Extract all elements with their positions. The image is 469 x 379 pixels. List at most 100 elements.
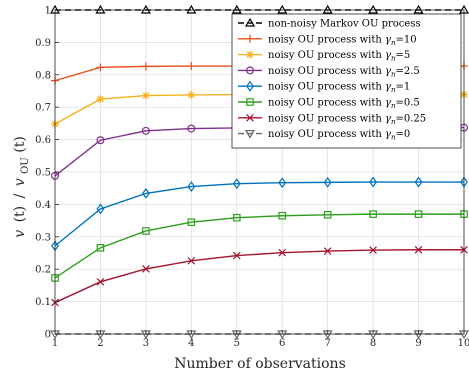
- data-point: [96, 136, 105, 145]
- y-tick-label: 1: [45, 6, 51, 17]
- legend-box: [231, 13, 462, 149]
- legend-label: noisy OU process with γn=1: [268, 82, 410, 95]
- legend-entry: noisy OU process with γn=0: [238, 129, 410, 142]
- y-tick-label: 0.7: [35, 103, 51, 114]
- data-point: [323, 176, 332, 188]
- y-tick-label: 0: [45, 330, 51, 341]
- legend-label: noisy OU process with γn=2.5: [268, 66, 420, 79]
- data-point: [96, 95, 105, 104]
- data-point: [413, 4, 424, 14]
- data-point: [232, 251, 241, 260]
- data-point: [142, 227, 150, 235]
- series-7: [49, 330, 469, 340]
- data-point: [96, 244, 105, 252]
- legend-marker: [246, 80, 254, 92]
- legend-entry: noisy OU process with γn=10: [238, 34, 417, 47]
- series-line: [54, 249, 464, 304]
- data-point: [232, 178, 241, 190]
- x-tick-label: 9: [415, 338, 421, 349]
- legend-label: non-noisy Markov OU process: [268, 19, 421, 30]
- x-axis-label: Number of observations: [174, 356, 346, 372]
- legend-entries: non-noisy Markov OU process noisy OU proc…: [238, 17, 426, 142]
- data-point: [369, 210, 377, 218]
- x-tick-label: 10: [458, 338, 469, 349]
- y-tick-label: 0.6: [35, 135, 51, 146]
- y-tick-label: 0.5: [35, 168, 51, 179]
- data-point: [95, 4, 106, 14]
- data-point: [96, 203, 105, 215]
- x-tick-label: 1: [52, 338, 58, 349]
- tick-labels: 1 2 3 4 5 6 7 8 9 10 0 0.1 0.2 0.3 0.4 0.5 0.6 0.7 0.8 0.9 1: [35, 6, 469, 350]
- data-point: [323, 247, 332, 255]
- y-label-sep: /: [12, 193, 28, 198]
- x-tick-label: 4: [188, 338, 194, 349]
- legend-label: noisy OU process with γn=0.5: [268, 98, 420, 111]
- data-point: [141, 187, 150, 199]
- data-point: [140, 4, 151, 14]
- legend-marker: [246, 66, 255, 75]
- data-point: [323, 210, 332, 219]
- data-point: [141, 91, 150, 100]
- series-line: [54, 181, 464, 247]
- data-point: [369, 246, 377, 254]
- y-tick-label: 0.4: [35, 200, 51, 211]
- legend-marker: [246, 113, 254, 122]
- data-point: [187, 181, 196, 193]
- data-point: [322, 4, 333, 14]
- data-point: [141, 62, 150, 71]
- data-point: [414, 210, 423, 218]
- y-tick-label: 0.1: [35, 297, 51, 308]
- legend-marker: [246, 98, 254, 106]
- legend-marker: [244, 130, 256, 139]
- legend-entry: noisy OU process with γn=0.25: [238, 113, 426, 126]
- legend-label: noisy OU process with γn=0.25: [268, 113, 426, 126]
- data-point: [369, 176, 378, 188]
- series-6: [51, 245, 468, 307]
- legend-entry: noisy OU process with γn=1: [238, 80, 410, 95]
- data-point: [186, 4, 197, 14]
- x-tick-label: 2: [97, 338, 103, 349]
- data-point: [96, 278, 105, 286]
- series-5: [51, 210, 468, 282]
- data-point: [187, 124, 196, 133]
- legend-marker: [246, 34, 254, 43]
- x-tick-label: 6: [279, 338, 285, 349]
- data-point: [142, 265, 150, 273]
- x-tick-label: 3: [143, 338, 149, 349]
- y-tick-label: 0.8: [35, 70, 51, 81]
- y-tick-label: 0.9: [35, 38, 51, 49]
- data-point: [368, 4, 379, 14]
- legend-label: noisy OU process with γn=10: [268, 34, 417, 47]
- y-tick-label: 0.3: [35, 232, 51, 243]
- x-tick-label: 5: [234, 338, 240, 349]
- y-label-t2: (t): [12, 136, 28, 153]
- y-axis-label: v (t) / v OU (t): [12, 136, 32, 238]
- data-point: [231, 4, 242, 14]
- legend-label: noisy OU process with γn=5: [268, 50, 410, 63]
- data-point: [187, 90, 196, 99]
- y-label-v1: v: [12, 230, 28, 238]
- data-point: [278, 211, 287, 220]
- y-label-sub: OU: [20, 157, 31, 174]
- legend-marker: [246, 50, 254, 59]
- data-point: [277, 4, 288, 14]
- y-label-t1: (t): [12, 206, 28, 223]
- y-tick-label: 0.2: [35, 265, 51, 276]
- data-point: [232, 213, 241, 222]
- x-tick-label: 7: [324, 338, 330, 349]
- data-point: [278, 177, 287, 189]
- series-line: [54, 213, 464, 279]
- data-point: [414, 245, 423, 254]
- data-point: [187, 62, 196, 71]
- data-point: [141, 126, 150, 135]
- legend-entry: noisy OU process with γn=5: [238, 50, 410, 63]
- series-0: [49, 4, 469, 14]
- data-point: [187, 256, 196, 265]
- data-point: [414, 176, 423, 188]
- legend-entry: noisy OU process with γn=0.5: [238, 98, 420, 111]
- legend-entry: noisy OU process with γn=2.5: [238, 66, 420, 79]
- data-point: [278, 248, 287, 257]
- data-point: [96, 63, 105, 72]
- legend: non-noisy Markov OU process noisy OU proc…: [231, 13, 462, 149]
